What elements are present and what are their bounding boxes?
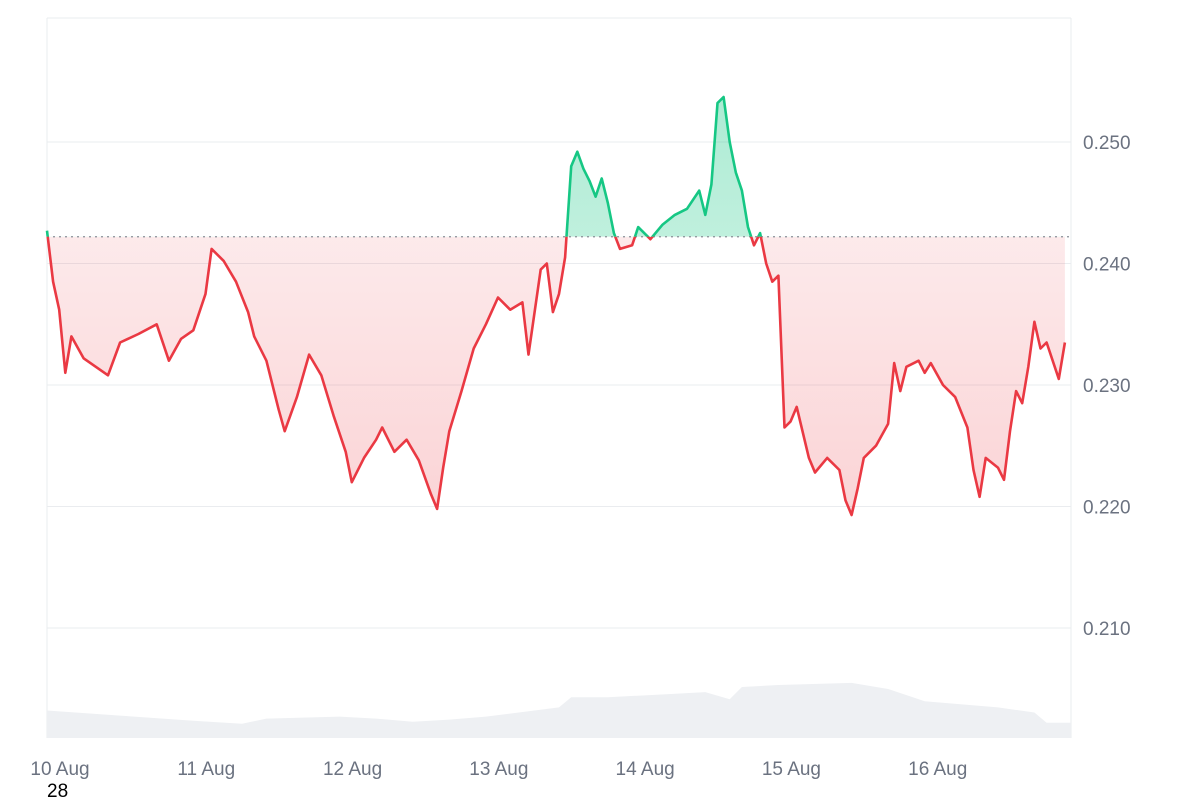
x-tick-label: 12 Aug	[323, 759, 382, 780]
y-tick-label: 0.220	[1083, 498, 1131, 519]
y-tick-label: 0.210	[1083, 619, 1131, 640]
area-above-baseline	[47, 97, 761, 237]
area-below-baseline	[47, 236, 1065, 515]
grid	[46, 17, 1072, 738]
x-tick-label: 11 Aug	[177, 759, 235, 780]
x-tick-label: 15 Aug	[762, 759, 821, 780]
y-tick-label: 0.230	[1083, 376, 1131, 397]
y-axis: 0.210 0.220 0.230 0.240 0.250	[1083, 133, 1131, 640]
price-area	[47, 97, 1065, 515]
y-tick-label: 0.240	[1083, 255, 1131, 276]
series-line-above	[45, 95, 763, 237]
x-tick-label: 16 Aug	[908, 759, 967, 780]
x-axis: 10 Aug 11 Aug 12 Aug 13 Aug 14 Aug 15 Aug 16 A…	[30, 759, 967, 780]
x-tick-label: 10 Aug	[30, 759, 89, 780]
stray-label: 28	[47, 781, 69, 802]
y-tick-label: 0.250	[1083, 133, 1131, 154]
price-line	[45, 95, 1067, 517]
x-tick-label: 13 Aug	[469, 759, 528, 780]
series-line-below	[46, 236, 1067, 517]
x-tick-label: 14 Aug	[616, 759, 675, 780]
volume-fill	[47, 682, 1071, 738]
volume-area	[47, 682, 1071, 738]
